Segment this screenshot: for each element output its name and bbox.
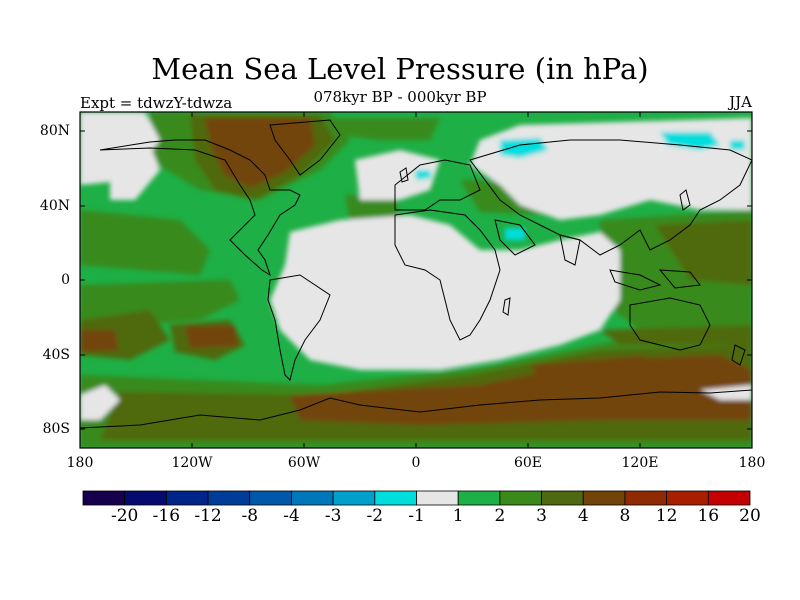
colorbar-swatch <box>291 490 334 506</box>
page-title: Mean Sea Level Pressure (in hPa) <box>151 52 649 86</box>
axis-ticks <box>79 112 753 448</box>
colorbar-label: 4 <box>577 506 589 526</box>
colorbar-label: -20 <box>110 506 139 526</box>
lat-label-80n: 80N <box>39 123 70 139</box>
colorbar-label: -2 <box>366 506 384 526</box>
lat-label-40s: 40S <box>42 347 70 363</box>
period-subtitle: 078kyr BP - 000kyr BP <box>313 88 487 106</box>
pressure-field <box>80 112 752 448</box>
lon-label-180w: 180 <box>66 455 94 471</box>
colorbar-swatch <box>332 490 376 506</box>
coastlines <box>80 119 752 429</box>
experiment-label: Expt = tdwzY-tdwza <box>80 94 233 112</box>
colorbar-swatch <box>541 490 584 506</box>
lat-label-0: 0 <box>61 272 70 288</box>
colorbar-swatch <box>207 490 251 506</box>
lon-label-120e: 120E <box>621 455 659 471</box>
colorbar-label: 20 <box>739 506 761 526</box>
colorbar-label: -3 <box>324 506 342 526</box>
colorbar-swatch <box>249 490 292 506</box>
colorbar-label: -12 <box>194 506 222 526</box>
colorbar-swatch <box>624 490 668 506</box>
colorbar-label: 16 <box>697 506 720 526</box>
colorbar-swatch <box>582 490 626 506</box>
colorbar-swatch <box>165 490 209 506</box>
season-label: JJA <box>729 93 752 111</box>
colorbar-label: -8 <box>241 506 259 526</box>
colorbar-swatch <box>124 490 167 506</box>
lon-label-120w: 120W <box>171 455 213 471</box>
colorbar-swatch <box>416 490 459 506</box>
colorbar-label: 8 <box>619 506 631 526</box>
lon-label-60e: 60E <box>513 455 543 471</box>
colorbar-swatch <box>457 490 501 506</box>
lat-label-40n: 40N <box>39 198 70 214</box>
colorbar-swatch <box>707 490 751 506</box>
colorbar-label: 2 <box>494 506 506 526</box>
colorbar-label: 3 <box>536 506 547 526</box>
lat-label-80s: 80S <box>42 421 70 437</box>
lon-label-0: 0 <box>411 455 421 471</box>
colorbar-swatch <box>82 490 126 506</box>
colorbar-swatch <box>374 490 417 506</box>
colorbar-label: 12 <box>655 506 678 526</box>
colorbar-label: 1 <box>452 506 464 526</box>
colorbar-label: -1 <box>408 506 425 526</box>
colorbar-label: -4 <box>283 506 300 526</box>
lon-label-180e: 180 <box>738 455 766 471</box>
colorbar-swatch <box>499 490 542 506</box>
colorbar-label: -16 <box>152 506 181 526</box>
colorbar-swatch <box>666 490 709 506</box>
lon-label-60w: 60W <box>287 455 321 471</box>
colorbar <box>82 490 751 506</box>
